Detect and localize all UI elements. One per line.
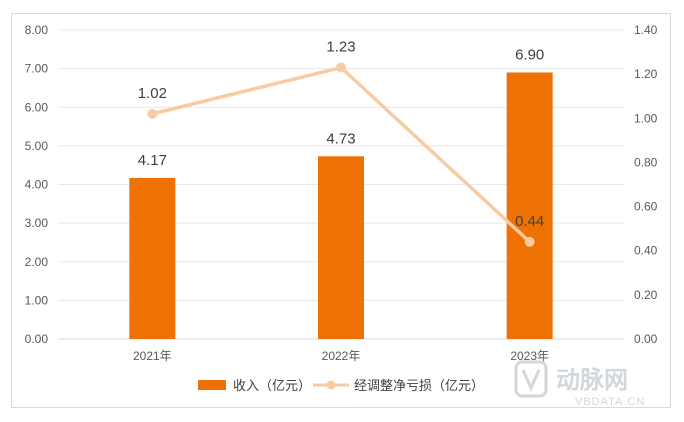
net-loss-data-label: 0.44 [515,213,544,230]
revenue-data-label: 6.90 [515,46,544,63]
y-left-tick-label: 7.00 [25,62,49,76]
y-left-tick-label: 0.00 [25,332,49,346]
x-axis: 2021年 2022年 2023年 [133,349,549,363]
y-left-tick-label: 4.00 [25,178,49,192]
y-right-tick-label: 1.20 [634,67,658,81]
net-loss-point [147,108,158,119]
net-loss-point [524,236,535,247]
legend: 收入（亿元） 经调整净亏损（亿元） [198,378,484,393]
y-left-tick-label: 3.00 [25,216,49,230]
x-category-label: 2023年 [510,349,549,363]
watermark-domain: VBDATA.CN [575,396,645,408]
y-left-tick-label: 6.00 [25,100,49,114]
y-right-tick-label: 0.60 [634,200,658,214]
y-right-tick-label: 0.20 [634,288,658,302]
watermark-v-mark [521,369,541,392]
y-left-tick-label: 8.00 [25,23,49,37]
y-right-tick-label: 0.40 [634,244,658,258]
y-right-tick-label: 1.00 [634,111,658,125]
x-category-label: 2022年 [322,349,361,363]
watermark-name: 动脉网 [556,367,628,394]
legend-swatch-revenue [198,380,226,390]
y-right-tick-label: 0.80 [634,155,658,169]
right-y-axis: 0.00 0.20 0.40 0.60 0.80 1.00 1.20 1.40 [634,23,658,346]
revenue-data-label: 4.73 [326,130,355,147]
data-labels: 4.17 4.73 6.90 1.02 1.23 0.44 [138,39,545,230]
legend-label-net-loss: 经调整净亏损（亿元） [354,378,484,393]
revenue-bar [129,177,176,339]
revenue-bar [318,156,364,339]
watermark-emblem [514,360,548,398]
y-left-tick-label: 5.00 [25,139,49,153]
net-loss-data-label: 1.02 [138,85,167,102]
left-y-axis: 0.00 1.00 2.00 3.00 4.00 5.00 6.00 7.00 8.00 [25,23,49,346]
legend-label-revenue: 收入（亿元） [233,378,311,393]
y-left-tick-label: 2.00 [25,255,49,269]
y-right-tick-label: 1.40 [634,23,658,37]
watermark-logo: 动脉网 VBDATA.CN [514,360,645,408]
y-left-tick-label: 1.00 [25,293,49,307]
net-loss-line [147,62,535,247]
revenue-bars [129,72,553,340]
legend-swatch-net-loss-marker [326,380,336,390]
x-category-label: 2021年 [133,349,172,363]
revenue-data-label: 4.17 [138,152,167,169]
net-loss-point [336,62,346,73]
revenue-bar [506,72,553,340]
y-right-tick-label: 0.00 [634,332,658,346]
net-loss-data-label: 1.23 [326,39,355,56]
